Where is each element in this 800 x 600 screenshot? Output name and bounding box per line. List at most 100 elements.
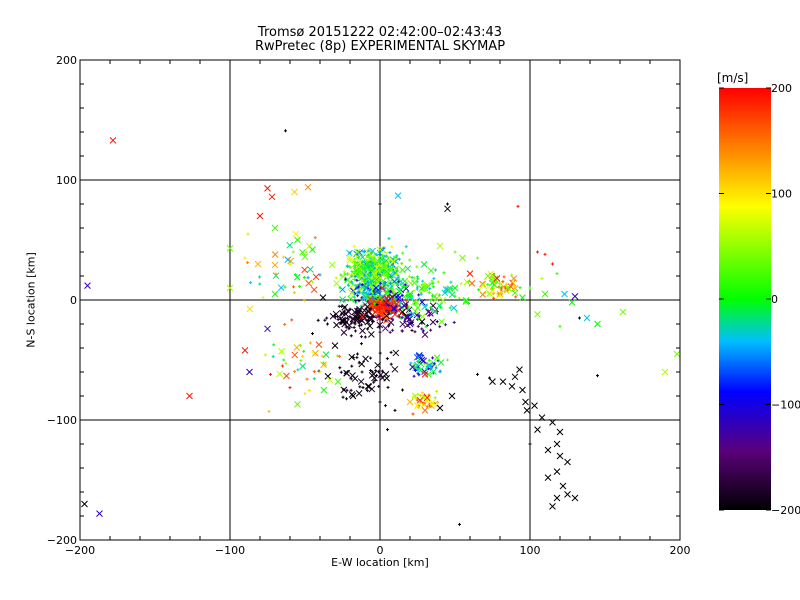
- data-point-plus: [416, 324, 420, 328]
- data-point-x: [351, 308, 359, 316]
- data-point-plus: [432, 362, 436, 366]
- data-point-plus: [415, 285, 419, 289]
- data-point-x: [364, 383, 372, 390]
- data-point-x: [368, 385, 376, 393]
- data-point-plus: [429, 298, 433, 302]
- data-point-plus: [412, 289, 416, 293]
- data-point-x: [468, 279, 476, 287]
- data-point-x: [383, 374, 391, 382]
- data-point-x: [463, 278, 471, 286]
- data-point-x: [352, 314, 359, 321]
- data-point-x: [507, 283, 515, 290]
- data-point-plus: [377, 325, 381, 329]
- data-point-plus: [448, 306, 452, 310]
- data-point-plus: [379, 273, 383, 277]
- data-point-plus: [350, 270, 354, 274]
- data-point-plus: [377, 255, 381, 259]
- data-point-x: [246, 368, 253, 376]
- data-point-plus: [499, 288, 503, 292]
- data-point-plus: [284, 362, 288, 366]
- data-point-plus: [381, 273, 385, 277]
- data-points: [81, 129, 680, 526]
- data-point-plus: [374, 269, 378, 273]
- data-point-plus: [343, 272, 347, 276]
- data-point-plus: [301, 354, 305, 358]
- data-point-plus: [430, 279, 434, 283]
- data-point-plus: [438, 370, 442, 374]
- data-point-x: [359, 327, 366, 335]
- data-point-plus: [373, 302, 377, 306]
- data-point-x: [411, 279, 418, 287]
- data-point-x: [301, 253, 309, 261]
- data-point-plus: [421, 354, 425, 358]
- data-point-plus: [436, 400, 440, 404]
- data-point-plus: [374, 253, 378, 257]
- data-point-plus: [558, 324, 562, 328]
- data-point-plus: [424, 304, 428, 308]
- data-point-x: [367, 331, 375, 338]
- data-point-plus: [299, 344, 302, 348]
- data-point-plus: [357, 290, 361, 294]
- data-point-x: [378, 267, 386, 274]
- data-point-x: [272, 272, 280, 280]
- data-point-x: [339, 318, 346, 325]
- data-point-x: [264, 185, 271, 192]
- data-point-plus: [303, 392, 307, 396]
- data-point-plus: [302, 298, 306, 302]
- data-point-plus: [395, 254, 399, 258]
- data-point-plus: [272, 343, 276, 347]
- data-point-plus: [371, 370, 374, 374]
- data-point-plus: [377, 369, 381, 373]
- data-point-x: [354, 248, 361, 256]
- data-point-plus: [367, 301, 371, 305]
- data-point-x: [357, 378, 365, 385]
- data-point-plus: [453, 250, 457, 254]
- data-point-plus: [438, 325, 442, 329]
- data-point-x: [312, 273, 320, 281]
- data-point-x: [411, 298, 418, 306]
- data-point-plus: [318, 273, 322, 277]
- data-point-plus: [294, 273, 298, 277]
- data-point-plus: [422, 283, 426, 287]
- data-point-x: [400, 302, 408, 309]
- data-point-plus: [431, 309, 435, 313]
- data-point-plus: [366, 253, 370, 257]
- data-point-x: [404, 265, 412, 272]
- data-point-plus: [543, 252, 547, 256]
- data-point-plus: [361, 285, 365, 289]
- data-point-plus: [293, 369, 297, 373]
- data-point-x: [421, 331, 429, 338]
- data-point-plus: [344, 325, 348, 329]
- data-point-plus: [518, 286, 522, 290]
- data-point-plus: [435, 320, 439, 324]
- data-point-x: [673, 350, 680, 358]
- data-point-plus: [325, 316, 329, 320]
- data-point-plus: [446, 202, 449, 206]
- data-point-x: [348, 289, 356, 297]
- data-point-plus: [338, 286, 342, 290]
- data-point-x: [390, 304, 398, 312]
- data-point-x: [334, 378, 342, 385]
- data-point-plus: [355, 356, 359, 360]
- data-point-x: [427, 267, 435, 274]
- data-point-x: [426, 362, 433, 370]
- data-point-plus: [395, 281, 399, 285]
- data-point-x: [490, 281, 498, 289]
- data-point-x: [531, 402, 538, 409]
- data-point-plus: [397, 315, 401, 319]
- data-point-x: [96, 510, 103, 517]
- data-point-x: [387, 264, 395, 272]
- data-point-x: [544, 474, 552, 481]
- data-point-x: [421, 407, 429, 414]
- data-point-plus: [386, 284, 390, 288]
- data-point-plus: [416, 368, 419, 372]
- data-point-x: [479, 280, 486, 288]
- data-point-x: [556, 428, 564, 436]
- data-point-x: [278, 348, 285, 355]
- data-point-plus: [299, 359, 303, 363]
- data-point-plus: [308, 341, 312, 345]
- data-point-x: [372, 259, 379, 266]
- data-point-plus: [400, 285, 404, 289]
- data-point-plus: [540, 276, 544, 280]
- data-point-plus: [417, 314, 421, 318]
